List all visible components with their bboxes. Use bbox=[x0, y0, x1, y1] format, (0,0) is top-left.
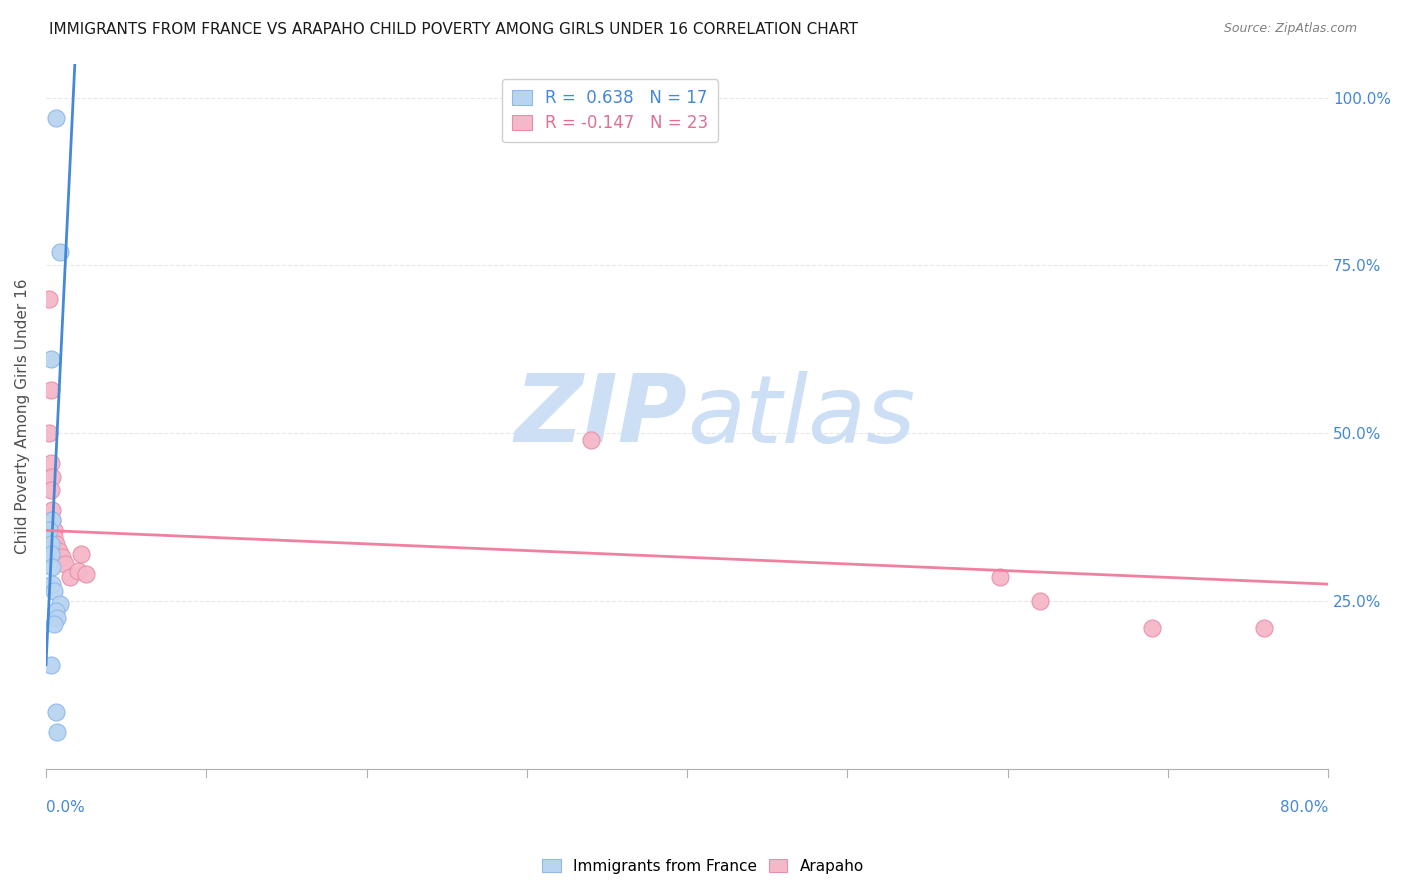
Point bbox=[42, 617, 65, 632]
Point bbox=[39, 383, 62, 397]
Point bbox=[38, 292, 60, 306]
Point bbox=[38, 524, 60, 538]
Point bbox=[53, 557, 76, 571]
Point bbox=[45, 111, 67, 125]
Point bbox=[45, 705, 67, 719]
Point bbox=[39, 657, 62, 672]
Legend: R =  0.638   N = 17, R = -0.147   N = 23: R = 0.638 N = 17, R = -0.147 N = 23 bbox=[502, 79, 718, 142]
Point bbox=[51, 550, 73, 565]
Point bbox=[48, 543, 70, 558]
Point bbox=[39, 456, 62, 470]
Point bbox=[1140, 621, 1163, 635]
Point bbox=[46, 610, 69, 624]
Legend: Immigrants from France, Arapaho: Immigrants from France, Arapaho bbox=[536, 853, 870, 880]
Point bbox=[48, 597, 70, 611]
Text: Source: ZipAtlas.com: Source: ZipAtlas.com bbox=[1223, 22, 1357, 36]
Point bbox=[45, 537, 67, 551]
Y-axis label: Child Poverty Among Girls Under 16: Child Poverty Among Girls Under 16 bbox=[15, 278, 30, 554]
Point bbox=[70, 547, 93, 561]
Point bbox=[41, 513, 63, 527]
Point bbox=[579, 433, 602, 447]
Text: atlas: atlas bbox=[688, 371, 915, 462]
Point bbox=[75, 567, 97, 582]
Point bbox=[39, 483, 62, 498]
Text: IMMIGRANTS FROM FRANCE VS ARAPAHO CHILD POVERTY AMONG GIRLS UNDER 16 CORRELATION: IMMIGRANTS FROM FRANCE VS ARAPAHO CHILD … bbox=[49, 22, 858, 37]
Point bbox=[1028, 594, 1050, 608]
Point bbox=[38, 426, 60, 441]
Point bbox=[39, 547, 62, 561]
Point bbox=[41, 469, 63, 483]
Text: ZIP: ZIP bbox=[515, 370, 688, 462]
Point bbox=[41, 513, 63, 527]
Point bbox=[45, 604, 67, 618]
Point bbox=[1253, 621, 1275, 635]
Point bbox=[39, 537, 62, 551]
Point bbox=[66, 564, 89, 578]
Point bbox=[42, 583, 65, 598]
Point bbox=[988, 570, 1011, 584]
Point bbox=[42, 530, 65, 544]
Point bbox=[46, 724, 69, 739]
Point bbox=[41, 503, 63, 517]
Point bbox=[41, 577, 63, 591]
Text: 0.0%: 0.0% bbox=[46, 800, 84, 815]
Point bbox=[59, 570, 82, 584]
Text: 80.0%: 80.0% bbox=[1279, 800, 1329, 815]
Point bbox=[39, 352, 62, 367]
Point bbox=[49, 244, 72, 259]
Point bbox=[42, 524, 65, 538]
Point bbox=[41, 560, 63, 574]
